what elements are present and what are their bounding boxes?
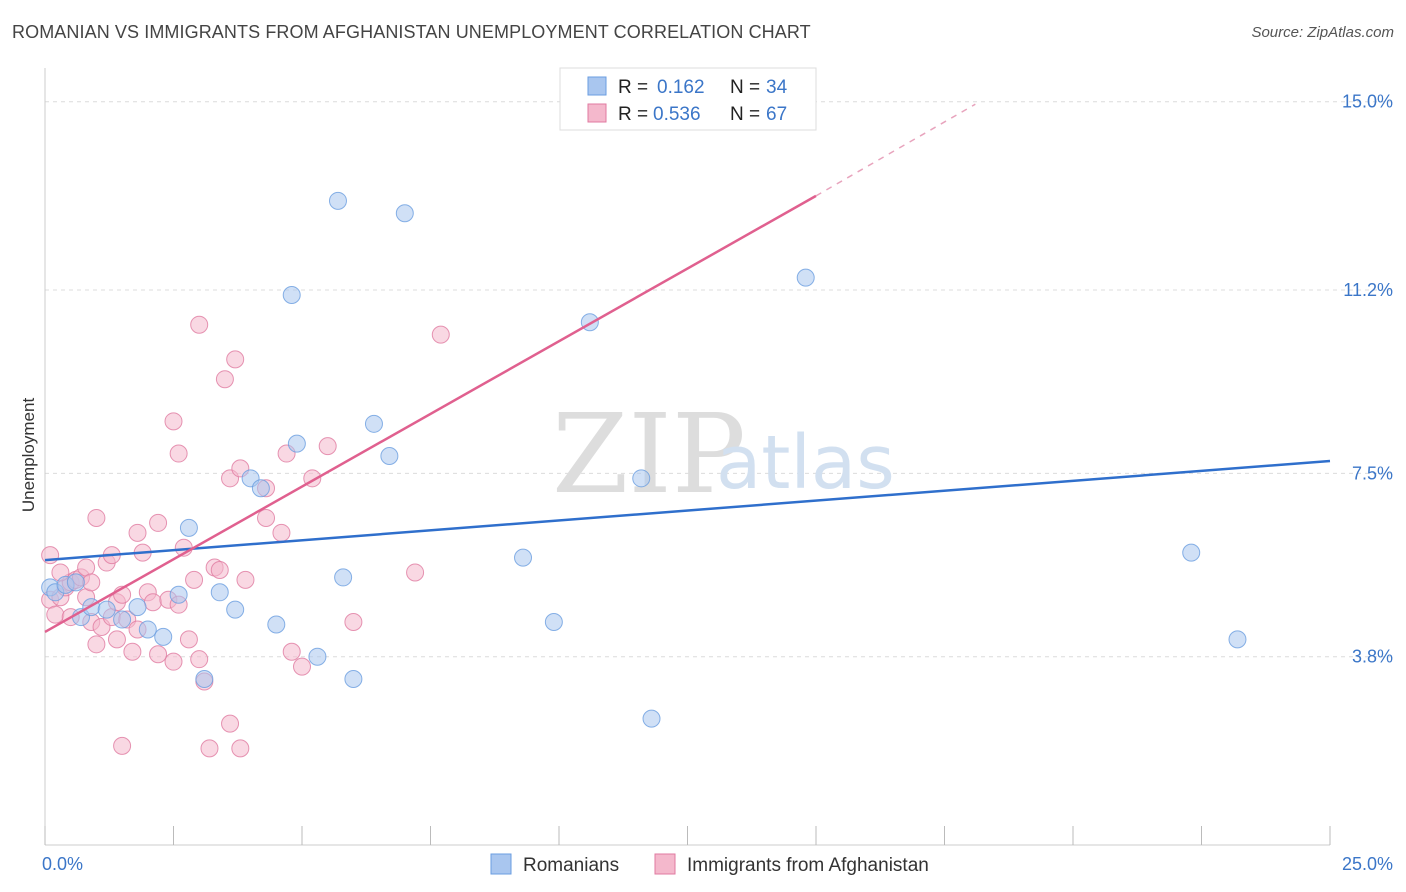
point-romanians: [308, 647, 327, 666]
point-romanians: [169, 585, 188, 604]
y-tick-label: 7.5%: [1352, 463, 1393, 483]
point-afghanistan: [236, 570, 255, 589]
point-afghanistan: [231, 739, 250, 758]
chart-title: ROMANIAN VS IMMIGRANTS FROM AFGHANISTAN …: [12, 22, 811, 42]
point-romanians: [138, 620, 157, 639]
point-romanians: [195, 670, 214, 689]
point-romanians: [395, 204, 414, 223]
point-romanians: [179, 518, 198, 537]
x-tick-labels: 0.0% 25.0%: [42, 854, 1393, 874]
bottom-legend-afghanistan: Immigrants from Afghanistan: [687, 855, 929, 876]
axes: [44, 68, 1331, 846]
point-romanians: [514, 548, 533, 567]
point-romanians: [632, 469, 651, 488]
y-tick-label: 15.0%: [1342, 92, 1393, 112]
point-romanians: [364, 414, 383, 433]
point-romanians: [796, 268, 815, 287]
point-afghanistan: [107, 630, 126, 649]
point-romanians: [97, 600, 116, 619]
point-romanians: [1182, 543, 1201, 562]
point-afghanistan: [282, 642, 301, 661]
legend-r-label-2: R =: [618, 104, 648, 125]
legend-swatch-afghanistan: [587, 103, 607, 123]
correlation-legend: R = 0.162 N = 34 R = 0.536 N = 67: [559, 67, 817, 131]
watermark: ZIP atlas: [552, 390, 895, 518]
point-afghanistan: [149, 513, 168, 532]
y-axis-label: Unemployment: [19, 398, 38, 513]
x-tick-label: 25.0%: [1342, 854, 1393, 874]
point-romanians: [154, 627, 173, 646]
point-romanians: [251, 479, 270, 498]
point-romanians: [282, 285, 301, 304]
point-romanians: [66, 573, 85, 592]
point-afghanistan: [128, 523, 147, 542]
point-afghanistan: [293, 657, 311, 676]
legend-r-label-1: R =: [618, 77, 648, 98]
point-romanians: [544, 613, 563, 632]
point-afghanistan: [215, 370, 234, 389]
bottom-legend-romanians: Romanians: [523, 855, 619, 876]
point-romanians: [328, 191, 347, 210]
point-afghanistan: [226, 350, 245, 369]
trend-lines: [44, 103, 1331, 634]
legend-r-value-1: 0.162: [657, 77, 705, 98]
point-afghanistan: [164, 412, 183, 431]
y-tick-label: 3.8%: [1352, 647, 1393, 667]
point-romanians: [287, 434, 306, 453]
point-romanians: [128, 598, 147, 617]
watermark-zip: ZIP: [552, 390, 746, 518]
point-romanians: [113, 610, 132, 629]
point-afghanistan: [431, 325, 450, 344]
point-afghanistan: [149, 645, 168, 664]
point-afghanistan: [257, 508, 276, 527]
y-tick-label: 11.2%: [1343, 280, 1393, 300]
source-credit: Source: ZipAtlas.com: [1251, 24, 1394, 41]
legend-r-value-2: 0.536: [653, 104, 701, 125]
point-romanians: [210, 583, 229, 602]
series-legend: Romanians Immigrants from Afghanistan: [490, 853, 929, 876]
point-afghanistan: [210, 560, 229, 579]
legend-n-label-2: N =: [730, 104, 760, 125]
point-afghanistan: [318, 437, 337, 456]
point-afghanistan: [143, 593, 162, 612]
watermark-atlas: atlas: [716, 420, 895, 506]
point-afghanistan: [87, 508, 106, 527]
bottom-legend-swatch-afghanistan: [654, 853, 676, 875]
point-romanians: [642, 709, 661, 728]
point-afghanistan: [272, 523, 291, 542]
y-tick-labels: 3.8% 7.5% 11.2% 15.0%: [1342, 92, 1393, 667]
point-afghanistan: [41, 546, 60, 565]
point-afghanistan: [46, 605, 65, 624]
point-afghanistan: [87, 635, 106, 654]
point-afghanistan: [164, 652, 183, 671]
point-romanians: [226, 600, 245, 619]
point-afghanistan: [190, 650, 209, 669]
point-afghanistan: [123, 642, 142, 661]
trend-line-afghanistan: [44, 194, 817, 634]
legend-swatch-romanians: [587, 76, 607, 96]
legend-n-value-2: 67: [766, 104, 787, 125]
trend-line-romanians: [44, 459, 1331, 562]
point-romanians: [1228, 630, 1247, 649]
trend-line-afghanistan-extrapolated: [815, 103, 976, 197]
point-romanians: [334, 568, 353, 587]
point-afghanistan: [169, 444, 188, 463]
point-afghanistan: [200, 739, 219, 758]
point-afghanistan: [179, 630, 198, 649]
point-afghanistan: [185, 570, 204, 589]
point-romanians: [344, 670, 363, 689]
point-afghanistan: [82, 573, 101, 592]
bottom-legend-swatch-romanians: [490, 853, 512, 875]
point-afghanistan: [406, 563, 425, 582]
point-afghanistan: [221, 714, 240, 733]
point-romanians: [380, 447, 399, 466]
point-afghanistan: [344, 613, 363, 632]
x-tick-label: 0.0%: [42, 854, 83, 874]
legend-n-value-1: 34: [766, 77, 788, 98]
legend-n-label-1: N =: [730, 77, 760, 98]
point-afghanistan: [113, 736, 132, 755]
point-romanians: [267, 615, 286, 634]
point-afghanistan: [190, 315, 209, 334]
